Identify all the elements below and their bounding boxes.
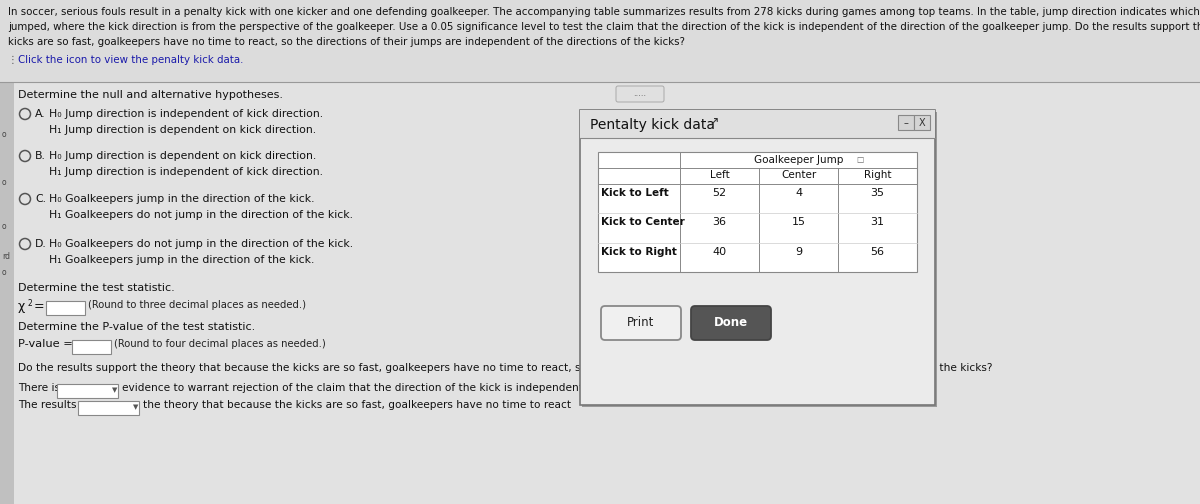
Text: 15: 15 [792, 217, 805, 227]
Text: Determine the test statistic.: Determine the test statistic. [18, 283, 175, 293]
Text: 36: 36 [713, 217, 726, 227]
Text: Pentalty kick data: Pentalty kick data [590, 118, 715, 132]
Text: 56: 56 [870, 246, 884, 257]
FancyBboxPatch shape [56, 384, 118, 398]
Text: 9: 9 [794, 246, 802, 257]
Text: Determine the P-value of the test statistic.: Determine the P-value of the test statis… [18, 322, 256, 332]
FancyBboxPatch shape [898, 115, 914, 130]
Text: evidence to warrant rejection of the claim that the direction of the kick is ind: evidence to warrant rejection of the cla… [122, 383, 860, 393]
Text: There is: There is [18, 383, 60, 393]
Text: □: □ [857, 155, 864, 164]
Text: C.: C. [35, 194, 46, 204]
Text: ↗: ↗ [708, 116, 719, 129]
Text: H₁ Jump direction is independent of kick direction.: H₁ Jump direction is independent of kick… [49, 167, 323, 177]
Text: Right: Right [864, 170, 892, 180]
FancyBboxPatch shape [580, 110, 935, 405]
Text: .....: ..... [634, 89, 647, 97]
Text: kicks are so fast, goalkeepers have no time to react, so the directions of their: kicks are so fast, goalkeepers have no t… [8, 37, 685, 47]
Text: ▼: ▼ [112, 387, 118, 393]
Text: ▼: ▼ [133, 404, 138, 410]
Text: Done: Done [714, 317, 748, 330]
FancyBboxPatch shape [914, 115, 930, 130]
Text: Goalkeeper Jump: Goalkeeper Jump [754, 155, 844, 165]
Text: 4: 4 [794, 188, 802, 198]
Text: the theory that because the kicks are so fast, goalkeepers have no time to react: the theory that because the kicks are so… [143, 400, 571, 410]
Text: 40: 40 [713, 246, 726, 257]
FancyBboxPatch shape [78, 401, 138, 414]
Text: o: o [2, 268, 7, 277]
Text: A.: A. [35, 109, 46, 119]
FancyBboxPatch shape [582, 112, 937, 407]
Text: Kick to Left: Kick to Left [601, 188, 668, 198]
Text: o: o [2, 130, 7, 139]
Text: Do the results support the theory that because the kicks are so fast, goalkeeper: Do the results support the theory that b… [18, 363, 992, 373]
Text: X: X [919, 118, 925, 128]
Text: χ: χ [18, 300, 25, 313]
Text: B.: B. [35, 151, 46, 161]
Text: D.: D. [35, 239, 47, 249]
FancyBboxPatch shape [691, 306, 772, 340]
Text: H₁ Jump direction is dependent on kick direction.: H₁ Jump direction is dependent on kick d… [49, 125, 316, 135]
FancyBboxPatch shape [580, 110, 935, 138]
Text: =: = [34, 300, 44, 313]
Text: In soccer, serious fouls result in a penalty kick with one kicker and one defend: In soccer, serious fouls result in a pen… [8, 7, 1200, 17]
Text: Left: Left [709, 170, 730, 180]
Text: H₀ Jump direction is dependent on kick direction.: H₀ Jump direction is dependent on kick d… [49, 151, 317, 161]
FancyBboxPatch shape [0, 82, 14, 504]
Text: 35: 35 [870, 188, 884, 198]
Text: jumped, where the kick direction is from the perspective of the goalkeeper. Use : jumped, where the kick direction is from… [8, 22, 1200, 32]
Text: o: o [2, 222, 7, 231]
FancyBboxPatch shape [598, 152, 917, 272]
FancyBboxPatch shape [616, 86, 664, 102]
Text: –: – [904, 118, 908, 128]
Text: ⋮: ⋮ [8, 55, 18, 65]
Text: H₁ Goalkeepers do not jump in the direction of the kick.: H₁ Goalkeepers do not jump in the direct… [49, 210, 353, 220]
FancyBboxPatch shape [46, 300, 84, 314]
Text: (Round to four decimal places as needed.): (Round to four decimal places as needed.… [114, 339, 325, 349]
Text: 2: 2 [28, 299, 31, 308]
FancyBboxPatch shape [0, 0, 1200, 82]
Text: (Round to three decimal places as needed.): (Round to three decimal places as needed… [88, 300, 306, 310]
Text: rd: rd [2, 252, 10, 261]
Text: Kick to Right: Kick to Right [601, 246, 677, 257]
Text: P-value =: P-value = [18, 339, 73, 349]
Text: H₁ Goalkeepers jump in the direction of the kick.: H₁ Goalkeepers jump in the direction of … [49, 255, 314, 265]
FancyBboxPatch shape [601, 306, 682, 340]
Text: Print: Print [628, 317, 655, 330]
FancyBboxPatch shape [72, 340, 110, 353]
Text: 31: 31 [870, 217, 884, 227]
Text: H₀ Jump direction is independent of kick direction.: H₀ Jump direction is independent of kick… [49, 109, 323, 119]
Text: Center: Center [781, 170, 816, 180]
Text: Kick to Center: Kick to Center [601, 217, 685, 227]
Text: Click the icon to view the penalty kick data.: Click the icon to view the penalty kick … [18, 55, 244, 65]
Text: H₀ Goalkeepers jump in the direction of the kick.: H₀ Goalkeepers jump in the direction of … [49, 194, 314, 204]
Text: 52: 52 [713, 188, 726, 198]
Text: H₀ Goalkeepers do not jump in the direction of the kick.: H₀ Goalkeepers do not jump in the direct… [49, 239, 353, 249]
FancyBboxPatch shape [0, 82, 1200, 504]
Text: The results: The results [18, 400, 77, 410]
Text: Determine the null and alternative hypotheses.: Determine the null and alternative hypot… [18, 90, 283, 100]
Text: o: o [2, 178, 7, 187]
